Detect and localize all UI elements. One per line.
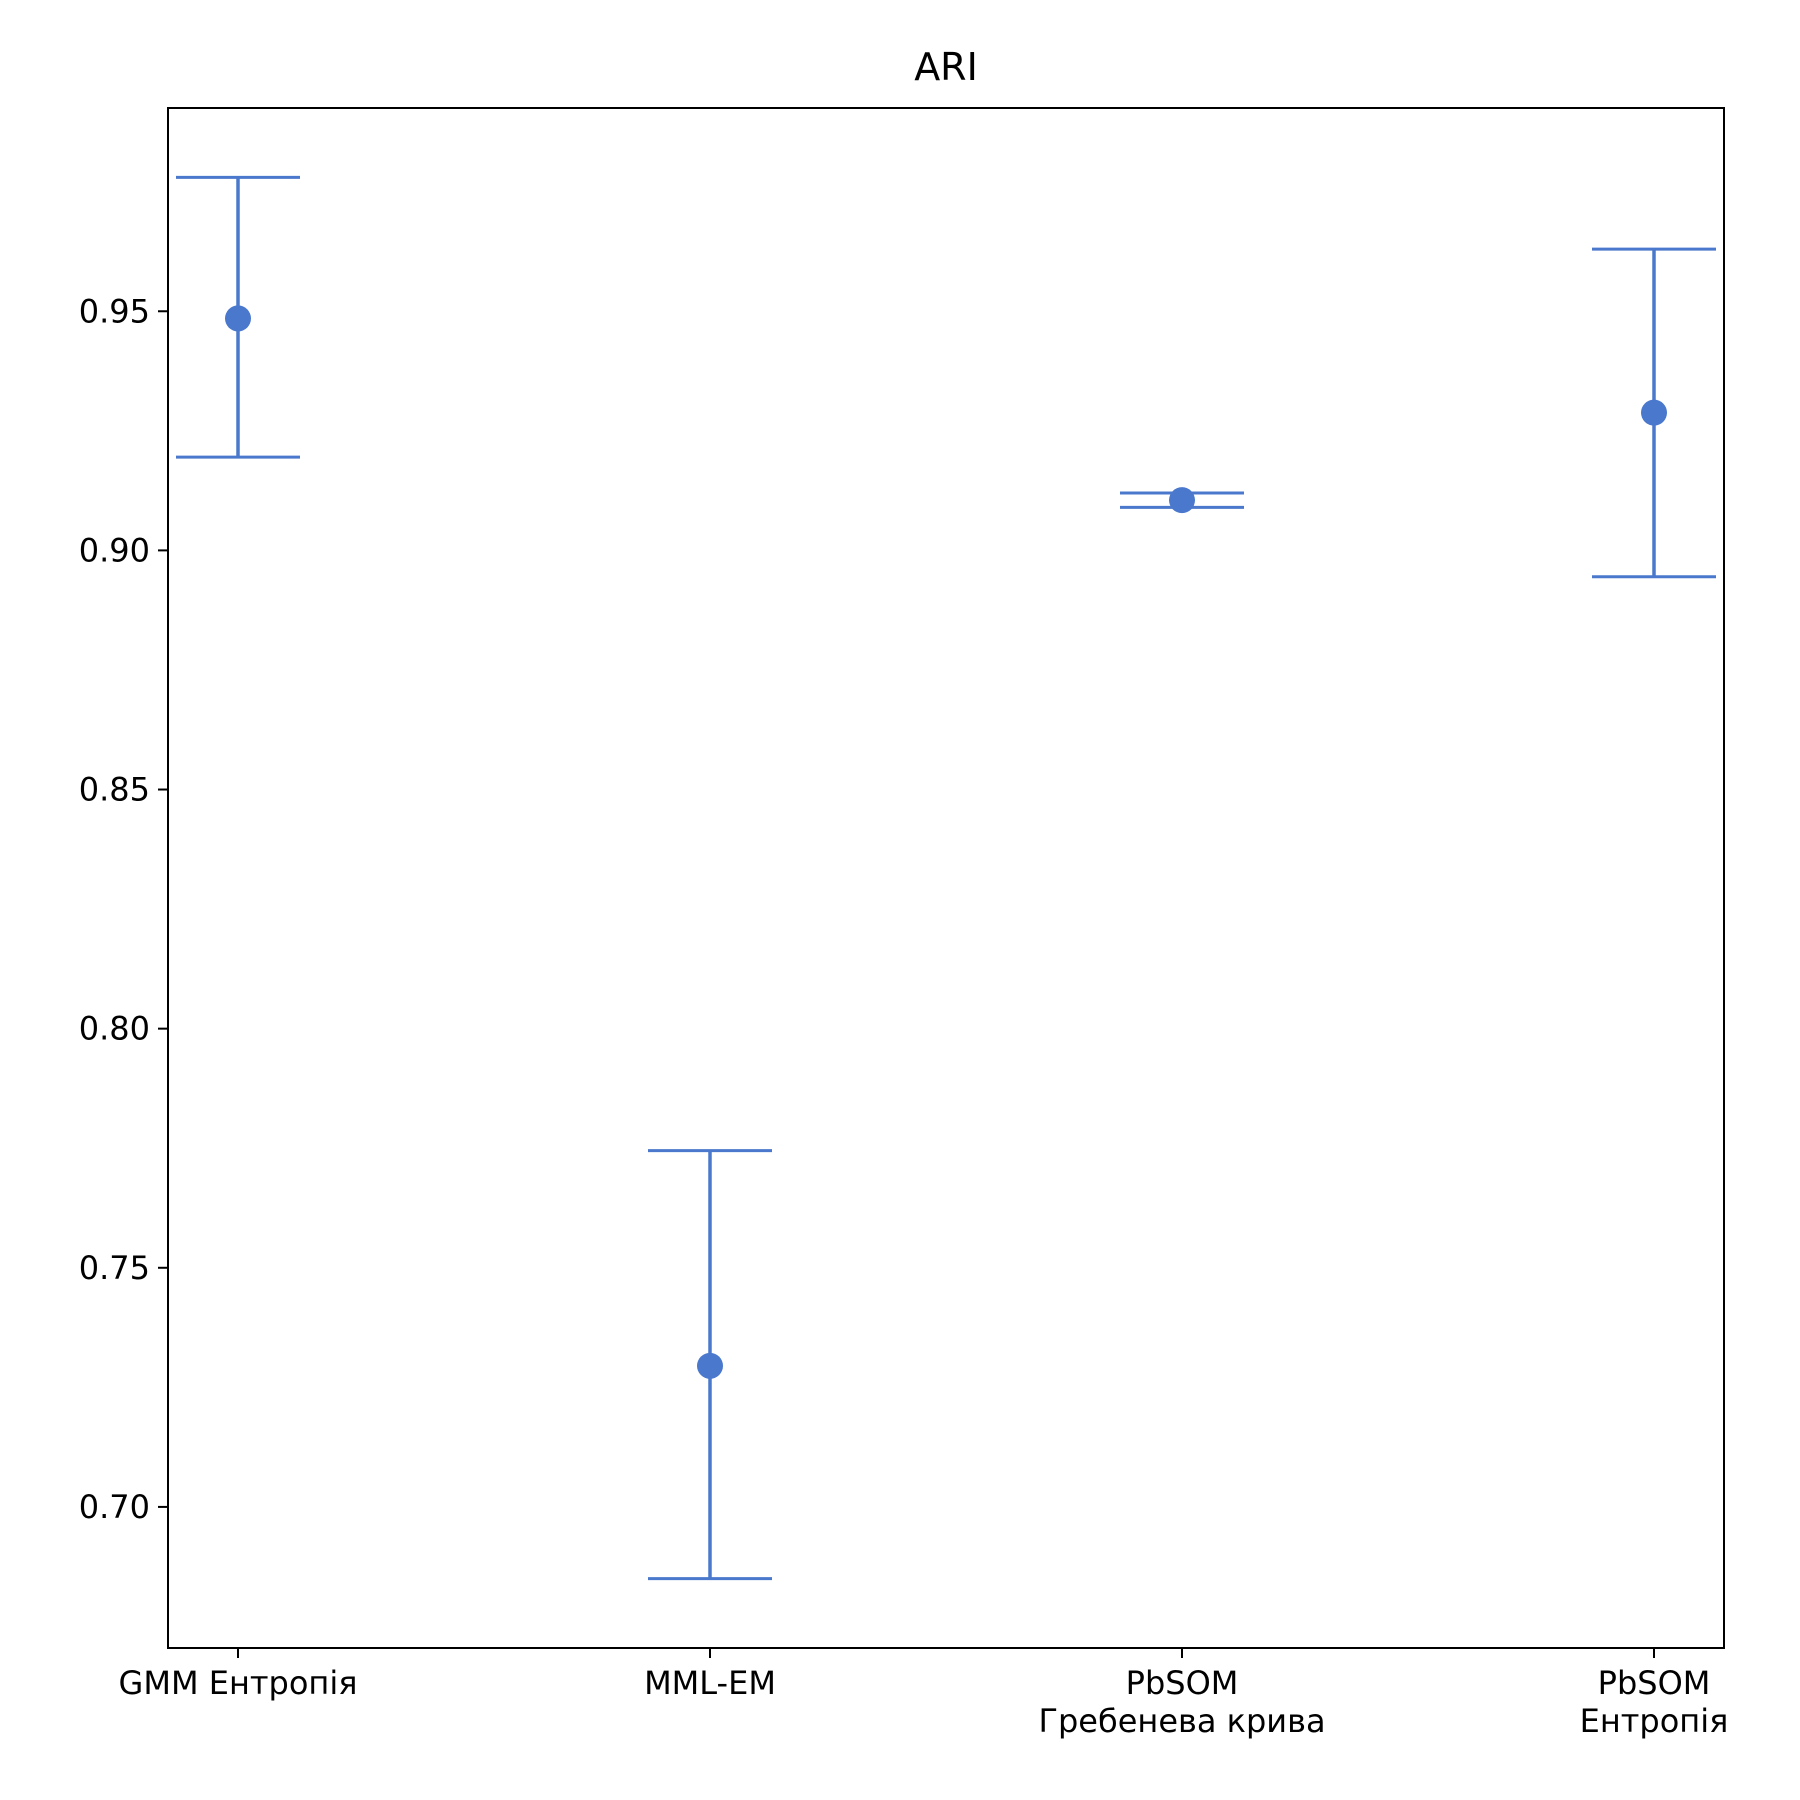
data-marks xyxy=(176,175,1716,1581)
data-point xyxy=(697,1352,723,1379)
y-tick-label: 0.85 xyxy=(79,771,150,809)
series-point-group xyxy=(176,175,300,459)
y-tick-label: 0.90 xyxy=(79,531,150,569)
plot-frame xyxy=(167,107,1725,1649)
plot-background xyxy=(168,108,1724,1648)
data-point xyxy=(1641,399,1667,426)
series-point-group xyxy=(1120,487,1244,514)
x-tick-label: PbSOM Гребенева крива xyxy=(1038,1664,1325,1740)
y-tick-label: 0.95 xyxy=(79,292,150,330)
data-point xyxy=(1169,487,1195,514)
data-point xyxy=(225,305,251,332)
x-tick-label: MML-EM xyxy=(644,1664,776,1702)
x-axis: GMM Ентропія MML-EM PbSOM Гребенева крива Pb… xyxy=(119,1648,1729,1740)
y-tick-label: 0.70 xyxy=(79,1488,150,1526)
y-axis: 0.70 0.75 0.80 0.85 0.90 0.95 xyxy=(79,292,168,1526)
series-point-group xyxy=(648,1149,772,1581)
chart-title: ARI xyxy=(914,45,978,89)
x-tick-label: GMM Ентропія xyxy=(119,1664,358,1702)
y-tick-label: 0.75 xyxy=(79,1249,150,1287)
x-tick-label: PbSOM Ентропія xyxy=(1580,1664,1729,1740)
series-point-group xyxy=(1592,247,1716,579)
y-tick-label: 0.80 xyxy=(79,1010,150,1048)
